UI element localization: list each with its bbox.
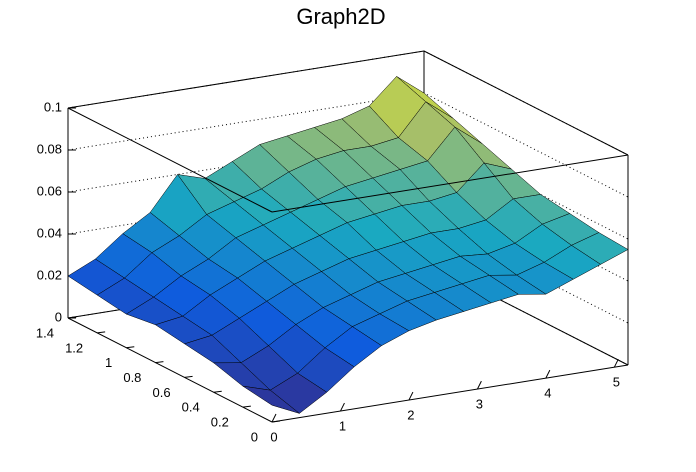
x-tick [340, 402, 345, 412]
y-tick [213, 390, 222, 393]
y-tick-label: 1.4 [36, 325, 54, 340]
y-tick-label: 0.2 [211, 415, 229, 430]
z-tick-label: 0 [55, 309, 62, 324]
x-tick [545, 369, 551, 379]
y-tick [97, 331, 106, 334]
box-edge [67, 317, 273, 423]
x-tick-label: 5 [613, 375, 620, 390]
x-tick [408, 391, 414, 401]
y-tick [184, 375, 193, 378]
y-tick-label: 0 [251, 429, 258, 444]
x-tick-label: 4 [544, 386, 551, 401]
y-tick [271, 420, 281, 423]
y-tick-label: 0.8 [123, 370, 141, 385]
y-tick [126, 346, 135, 349]
x-tick [271, 413, 277, 423]
box-edge [271, 154, 629, 213]
x-tick-label: 2 [407, 408, 414, 423]
y-tick [155, 361, 164, 364]
y-tick-label: 0.4 [182, 400, 200, 415]
y-tick-label: 0.6 [152, 385, 170, 400]
y-tick-label: 1 [105, 355, 112, 370]
box-edge [271, 364, 629, 423]
x-tick [613, 358, 619, 368]
y-tick [242, 405, 251, 408]
x-tick [476, 380, 482, 390]
x-tick-label: 3 [476, 397, 483, 412]
z-tick-label: 0.08 [37, 141, 62, 156]
box-edge [423, 50, 629, 156]
y-tick [67, 316, 77, 319]
surface-cell [242, 385, 300, 414]
chart-title: Graph2D [296, 4, 385, 29]
box-edge [67, 107, 273, 213]
box-edge [67, 50, 425, 109]
z-tick-label: 0.06 [37, 183, 62, 198]
y-tick-label: 1.2 [65, 340, 83, 355]
z-tick-label: 0.02 [37, 267, 62, 282]
z-tick-label: 0.1 [44, 99, 62, 114]
x-tick-label: 0 [270, 429, 277, 444]
z-tick-label: 0.04 [37, 225, 62, 240]
x-tick-label: 1 [339, 418, 346, 433]
